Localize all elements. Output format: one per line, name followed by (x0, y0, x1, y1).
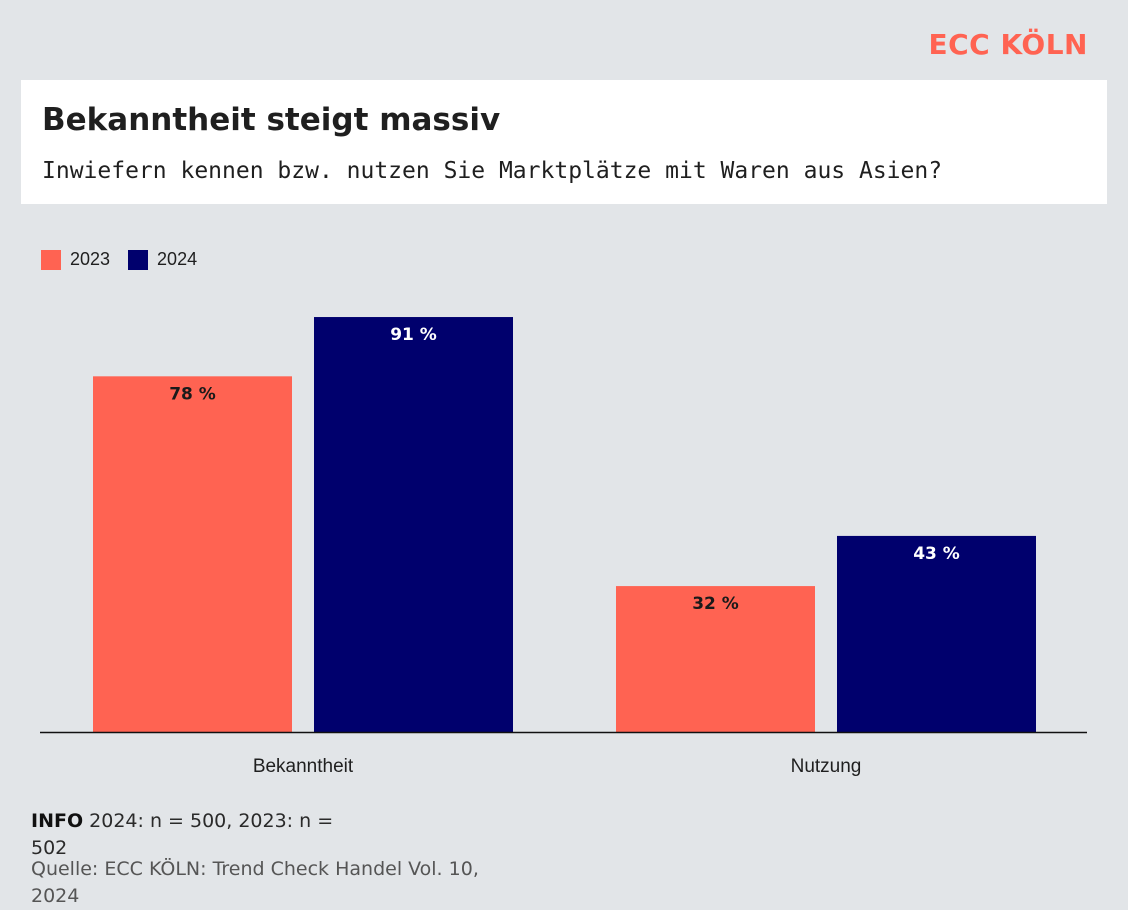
legend-swatch-2024 (128, 249, 149, 270)
bar-chart: 78 % 91 % Bekanntheit 32 % 43 % Nutzung (40, 317, 1087, 777)
bar-nutzung-2023 (616, 586, 815, 732)
bar-bekanntheit-2023 (93, 376, 292, 732)
footer: INFO 2024: n = 500, 2023: n = 502 Quelle… (31, 808, 531, 910)
legend-label-2024: 2024 (157, 249, 198, 269)
legend-item-2023: 2023 (41, 249, 110, 270)
chart-subtitle: Inwiefern kennen bzw. nutzen Sie Marktpl… (42, 158, 943, 184)
info-text: 2024: n = 500, 2023: n = 502 (31, 810, 334, 859)
x-tick-label-bekanntheit: Bekanntheit (253, 756, 354, 777)
data-label-nutzung-2024: 43 % (913, 544, 960, 564)
legend-label-2023: 2023 (70, 249, 111, 269)
title-card: Bekanntheit steigt massiv Inwiefern kenn… (21, 80, 1107, 204)
chart-legend: 2023 2024 (41, 249, 215, 270)
ecc-koeln-logo: ECC KÖLN (928, 28, 1088, 61)
bar-bekanntheit-2024 (314, 317, 513, 732)
source-note: Quelle: ECC KÖLN: Trend Check Handel Vol… (31, 858, 479, 907)
legend-item-2024: 2024 (128, 249, 197, 270)
data-label-nutzung-2023: 32 % (692, 594, 739, 614)
chart-title: Bekanntheit steigt massiv (42, 102, 501, 138)
data-label-bekanntheit-2023: 78 % (169, 384, 216, 404)
bar-nutzung-2024 (837, 535, 1036, 732)
info-label: INFO (31, 810, 84, 832)
info-note: INFO 2024: n = 500, 2023: n = 502 (31, 808, 341, 862)
legend-swatch-2023 (41, 249, 61, 270)
x-tick-label-nutzung: Nutzung (791, 756, 862, 777)
data-label-bekanntheit-2024: 91 % (390, 325, 437, 345)
